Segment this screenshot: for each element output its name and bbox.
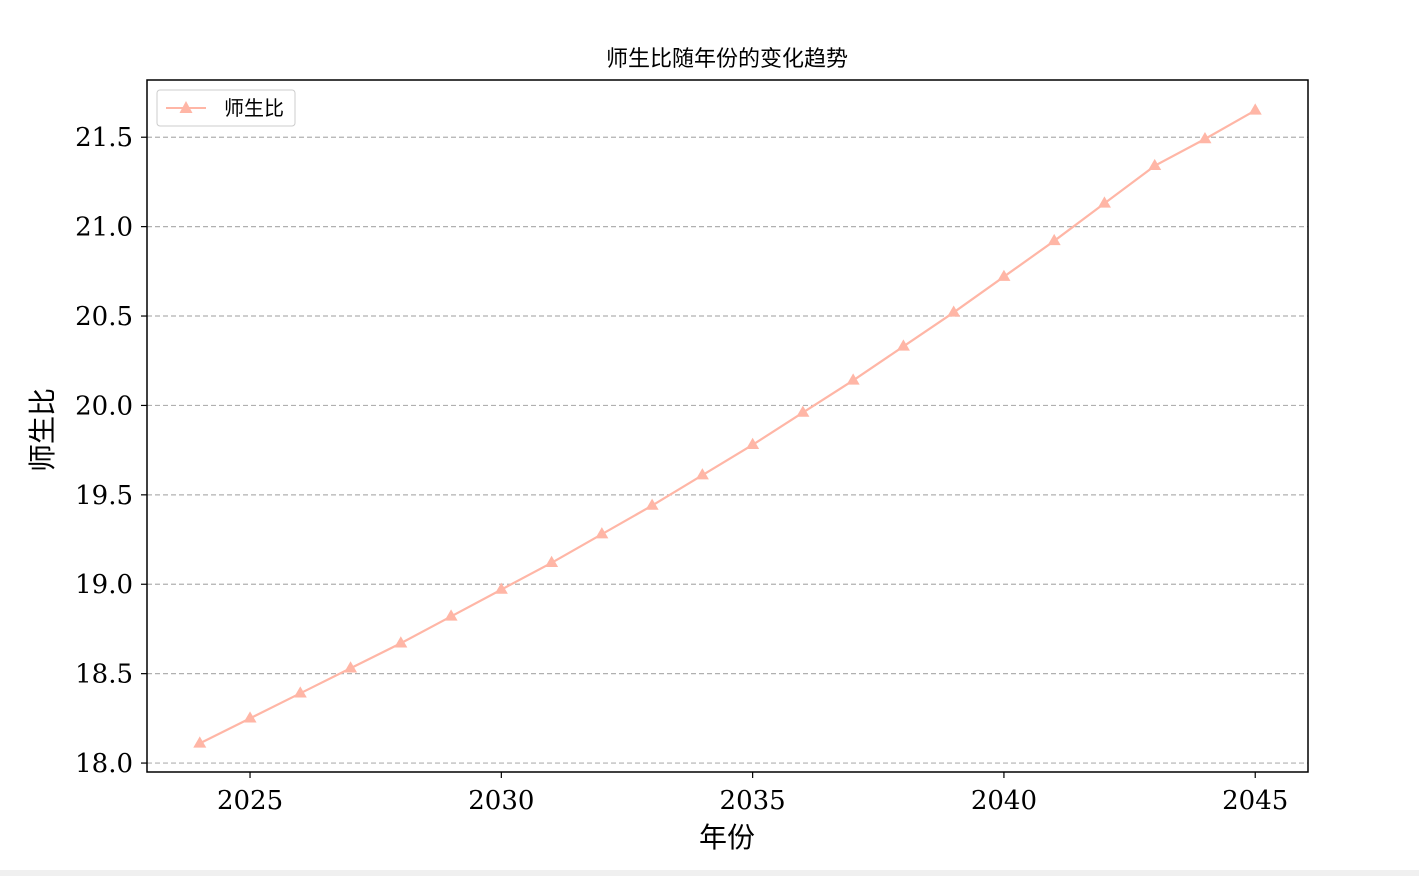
y-tick-label: 21.5 — [75, 123, 133, 153]
data-point-marker — [1198, 132, 1212, 144]
y-tick-label: 19.5 — [75, 481, 133, 511]
x-tick-label: 2035 — [720, 786, 786, 816]
data-point-marker — [997, 269, 1011, 281]
data-point-marker — [1148, 158, 1162, 171]
data-point-marker — [193, 736, 207, 748]
grid-lines — [147, 136, 1308, 764]
legend: 师生比 — [156, 89, 296, 127]
x-tick-label: 2045 — [1222, 786, 1288, 816]
x-tick-label: 2025 — [217, 786, 283, 816]
chart-title: 师生比随年份的变化趋势 — [606, 47, 848, 72]
series-layer — [193, 103, 1262, 748]
x-axis-title: 年份 — [699, 821, 755, 854]
legend-label: 师生比 — [224, 96, 284, 120]
legend-marker-triangle — [179, 101, 193, 113]
y-tick-label: 20.5 — [75, 302, 133, 332]
plot-frame — [146, 79, 1309, 773]
data-point-marker — [695, 468, 709, 480]
data-point-marker — [1097, 196, 1111, 208]
data-point-marker — [645, 498, 659, 510]
data-point-marker — [494, 582, 508, 594]
data-point-marker — [947, 305, 961, 317]
data-point-marker — [1047, 233, 1061, 246]
series-line — [199, 109, 1256, 745]
x-tick-label: 2040 — [971, 786, 1037, 816]
data-point-marker — [545, 555, 559, 567]
data-point-marker — [344, 661, 358, 673]
data-point-marker — [1248, 103, 1262, 115]
y-tick-label: 18.5 — [75, 660, 133, 690]
data-point-marker — [746, 437, 760, 449]
legend-box — [156, 89, 296, 127]
x-axis: 2025 2030 2035 2040 2045 — [217, 772, 1288, 816]
data-point-marker — [293, 686, 307, 698]
data-point-marker — [444, 609, 458, 621]
y-tick-label: 21.0 — [75, 213, 133, 243]
data-point-marker — [896, 339, 910, 351]
y-axis-title: 师生比 — [26, 388, 59, 472]
y-tick-label: 18.0 — [75, 749, 133, 779]
window-bottom-strip — [0, 870, 1419, 876]
y-tick-label: 19.0 — [75, 570, 133, 600]
data-point-marker — [243, 711, 257, 723]
y-axis: 18.0 18.5 19.0 19.5 20.0 20.5 21.0 21.5 — [75, 123, 147, 779]
data-point-marker — [394, 636, 408, 648]
data-point-marker — [846, 373, 860, 385]
data-point-marker — [796, 405, 810, 417]
y-tick-label: 20.0 — [75, 391, 133, 421]
data-point-marker — [595, 527, 609, 539]
x-tick-label: 2030 — [468, 786, 534, 816]
